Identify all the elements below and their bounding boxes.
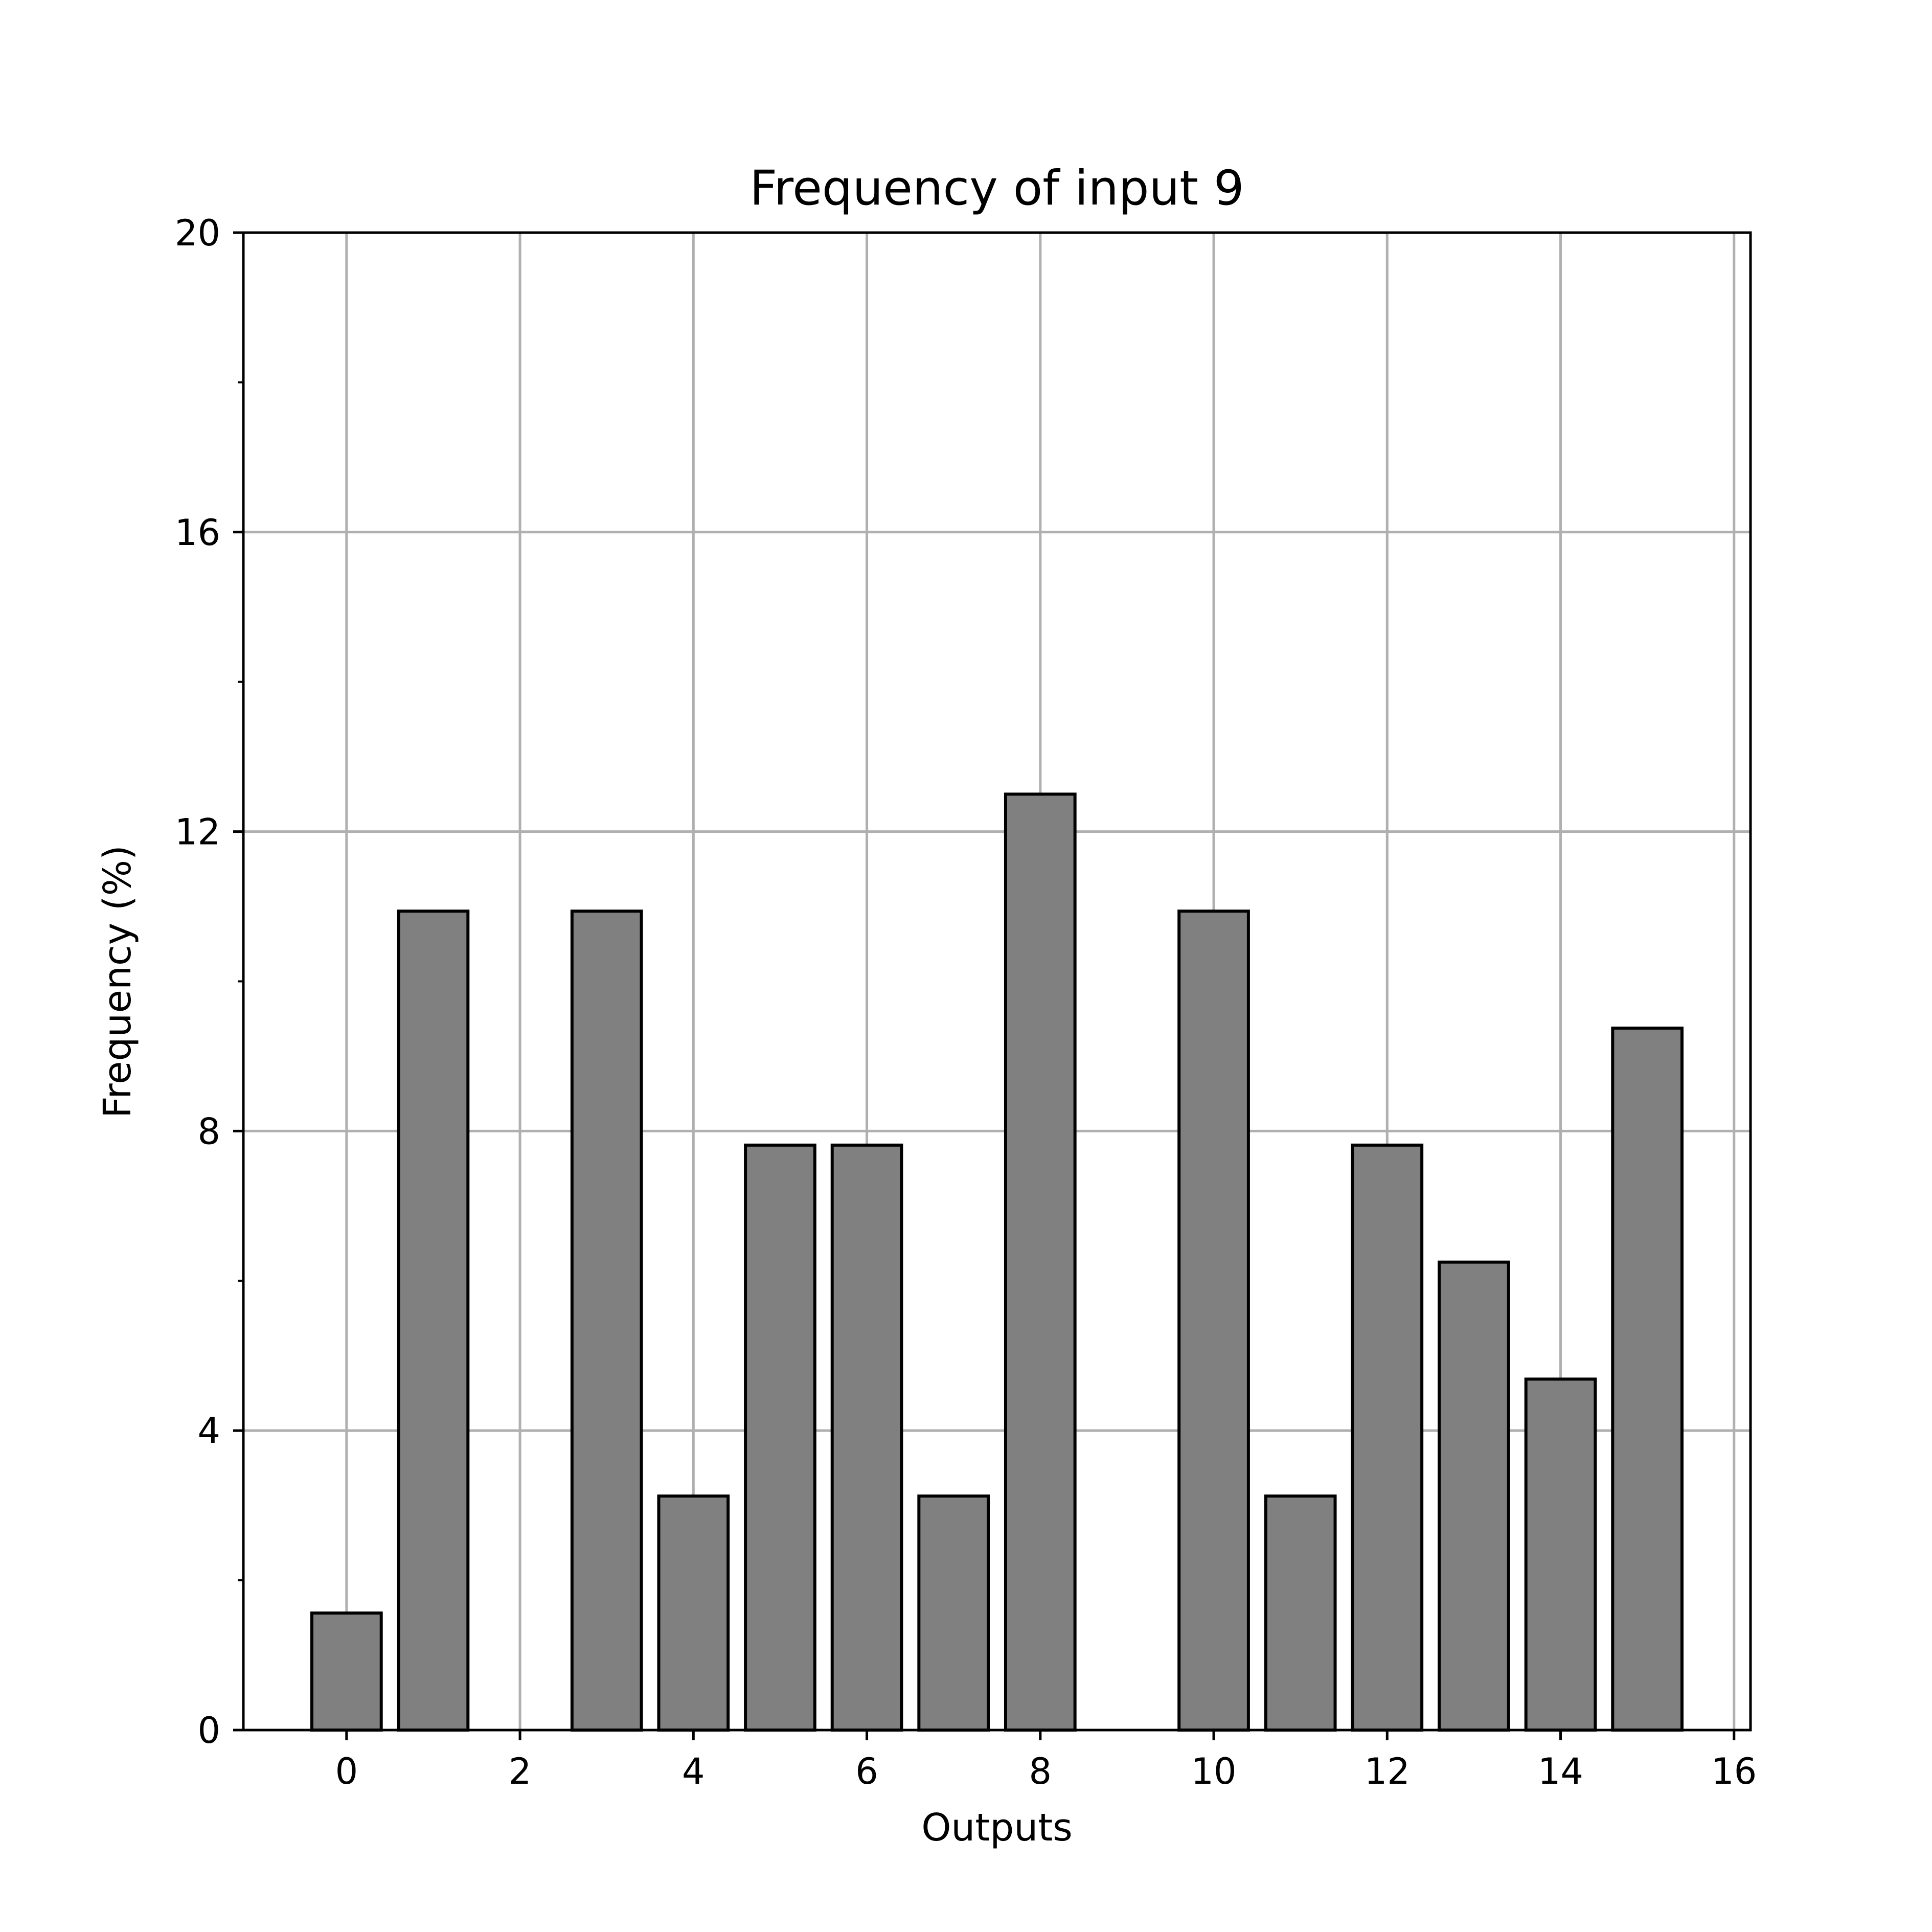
bar	[1524, 1377, 1597, 1732]
y-tick-label: 20	[175, 212, 220, 254]
bar	[1351, 1143, 1424, 1732]
bar	[397, 910, 470, 1732]
bar	[310, 1611, 383, 1732]
bar	[830, 1143, 903, 1732]
x-tick-label: 4	[682, 1751, 705, 1792]
x-tick-label: 6	[855, 1751, 878, 1792]
y-tick-label: 4	[197, 1410, 220, 1452]
bar	[744, 1143, 816, 1732]
bar	[1004, 792, 1077, 1732]
x-axis-label: Outputs	[921, 1806, 1073, 1850]
bar	[570, 910, 643, 1732]
y-tick-label: 12	[175, 811, 220, 853]
x-tick-label: 16	[1711, 1751, 1757, 1792]
y-tick-label: 8	[197, 1110, 220, 1152]
x-tick-label: 2	[509, 1751, 532, 1792]
bar	[1264, 1494, 1337, 1732]
y-axis-label: Frequency (%)	[96, 845, 140, 1118]
x-tick-label: 0	[335, 1751, 358, 1792]
bar	[1611, 1027, 1684, 1732]
x-tick-label: 14	[1538, 1751, 1583, 1792]
bar	[1438, 1260, 1510, 1732]
bars	[310, 792, 1684, 1732]
x-tick-label: 8	[1029, 1751, 1052, 1792]
y-tick-label: 16	[175, 512, 220, 554]
x-tick-label: 10	[1191, 1751, 1237, 1792]
bar	[917, 1494, 990, 1732]
x-tick-label: 12	[1365, 1751, 1410, 1792]
bar	[1177, 910, 1250, 1732]
ticks: 0 2 4 6 8 10 12 14 16 0 4 8 12 16 20	[175, 212, 1757, 1792]
y-tick-label: 0	[197, 1710, 220, 1752]
bar	[657, 1494, 730, 1732]
chart-title: Frequency of input 9	[749, 161, 1244, 216]
